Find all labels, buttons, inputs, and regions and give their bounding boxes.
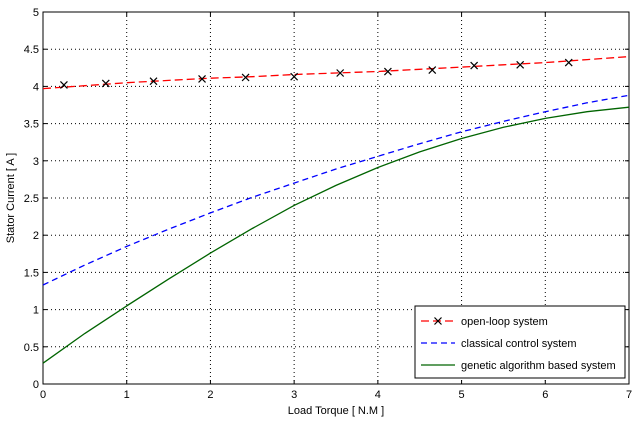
series-line [42, 106, 630, 364]
y-tick-label: 1 [33, 305, 39, 317]
legend-item: genetic algorithm based system [421, 360, 616, 372]
x-tick-label: 1 [124, 389, 130, 401]
x-marker [383, 67, 392, 76]
x-tick-label: 2 [207, 389, 213, 401]
legend-label: open-loop system [461, 316, 548, 328]
legend-item: classical control system [421, 338, 577, 350]
y-tick-label: 3.5 [24, 119, 39, 131]
series-line [42, 55, 630, 90]
x-tick-label: 0 [40, 389, 46, 401]
series-1 [42, 55, 630, 90]
x-marker [198, 75, 206, 83]
x-marker [336, 69, 345, 77]
x-tick-label: 6 [542, 389, 548, 401]
y-tick-label: 0 [33, 379, 39, 391]
series-2 [42, 94, 630, 286]
y-axis-label: Stator Current [ A ] [5, 153, 17, 244]
legend-box [414, 305, 626, 379]
y-tick-label: 4.5 [24, 44, 39, 56]
y-tick-label: 1.5 [24, 267, 39, 279]
x-tick-label: 4 [375, 389, 381, 401]
series-line [42, 94, 630, 286]
x-marker [149, 77, 158, 86]
x-marker [516, 60, 525, 69]
x-tick-label: 7 [626, 389, 632, 401]
x-marker [434, 317, 442, 325]
x-tick-label: 3 [291, 389, 297, 401]
y-tick-label: 4 [33, 81, 39, 93]
y-tick-label: 3 [33, 156, 39, 168]
x-marker [60, 80, 68, 89]
x-marker [564, 58, 573, 67]
y-tick-label: 2 [33, 230, 39, 242]
x-marker [241, 73, 250, 82]
y-tick-label: 2.5 [24, 193, 39, 205]
legend: open-loop system classical control system… [414, 305, 626, 379]
series [42, 55, 630, 364]
legend-label: classical control system [461, 338, 577, 350]
series-3 [42, 106, 630, 364]
x-tick-label: 5 [459, 389, 465, 401]
x-marker [101, 79, 110, 88]
legend-label: genetic algorithm based system [461, 360, 616, 372]
y-tick-label: 0.5 [24, 342, 39, 354]
x-axis-label: Load Torque [ N.M ] [288, 405, 384, 417]
x-marker [290, 72, 299, 81]
ticks: 0 1 2 3 4 5 6 7 0 0.5 1 1.5 2 2.5 3 3.5 4 4.5 5 [24, 7, 632, 401]
legend-item: open-loop system [421, 316, 548, 328]
x-marker [470, 61, 479, 70]
y-tick-label: 5 [33, 7, 39, 19]
x-marker [428, 66, 437, 74]
